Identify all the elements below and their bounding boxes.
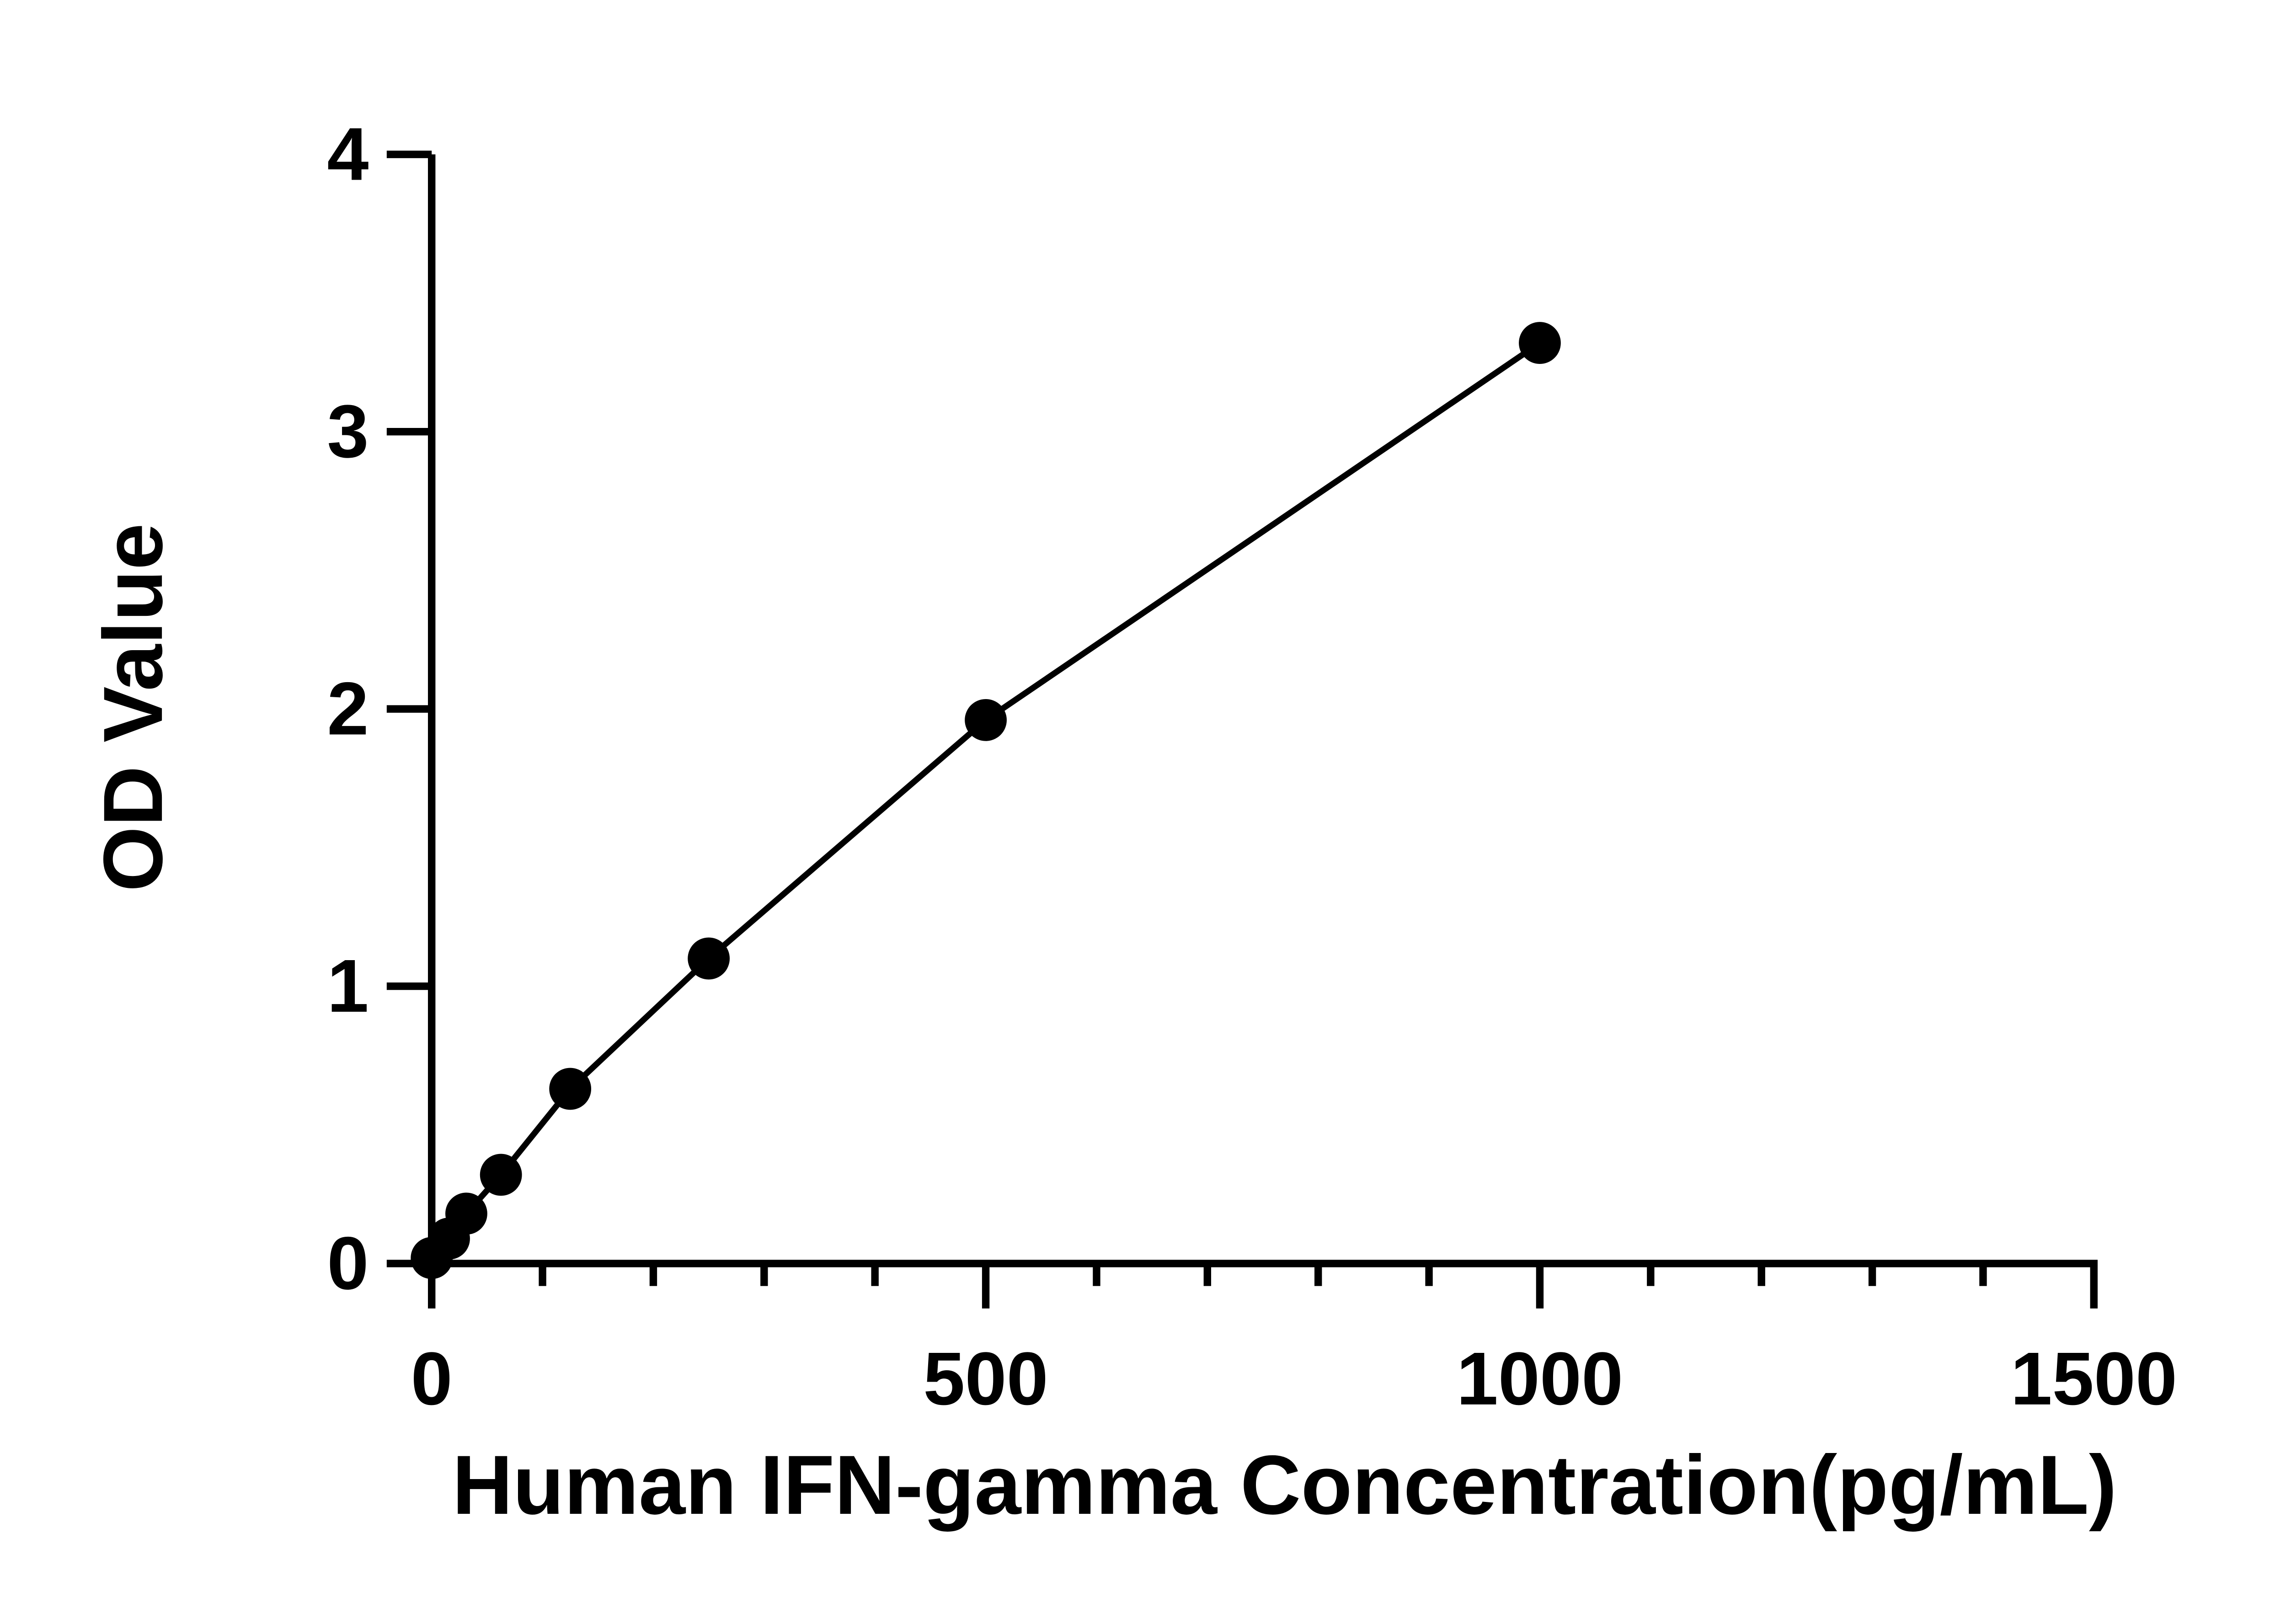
data-point [688,937,730,980]
y-tick-label: 2 [327,667,369,750]
y-tick-label: 3 [327,390,369,473]
data-point [549,1068,592,1110]
fit-line [429,340,1542,1260]
x-tick-label: 500 [923,1337,1048,1421]
x-axis-title: Human IFN-gamma Concentration(pg/mL) [452,1438,2117,1532]
y-tick-label: 0 [327,1221,369,1305]
data-point [480,1154,522,1196]
y-axis-title: OD Value [86,523,180,892]
x-tick-label: 1000 [1457,1337,1624,1421]
x-tick-label: 0 [411,1337,453,1421]
y-tick-label: 4 [327,112,369,196]
data-point [1519,322,1561,364]
y-tick-label: 1 [327,944,369,1028]
x-tick-label: 1500 [2010,1337,2177,1421]
data-point [965,699,1007,741]
data-point [445,1192,487,1235]
